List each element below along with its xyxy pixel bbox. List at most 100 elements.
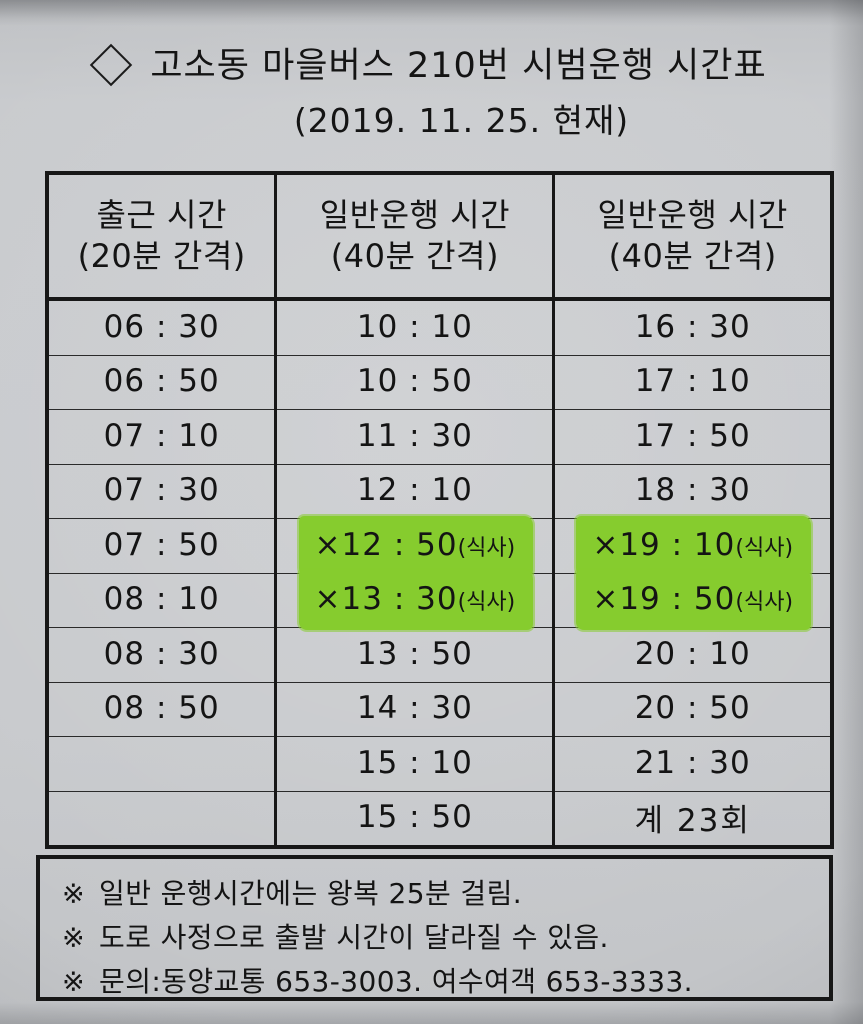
time-value: 15 : 10	[350, 742, 480, 786]
meal-break-note: (식사)	[457, 590, 516, 616]
time-text: 10 : 10	[356, 308, 473, 345]
time-value: 14 : 30	[350, 687, 480, 731]
highlighted-time: ×12 : 50(식사)	[298, 515, 533, 576]
cell-regular-time-2: 16 : 30	[552, 299, 834, 356]
time-value: 08 : 50	[97, 687, 227, 731]
cell-commute-time	[45, 736, 278, 792]
time-value: 20 : 10	[628, 633, 758, 677]
table-row: 07 : 30 12 : 10 18 : 30	[45, 463, 834, 519]
cell-regular-time-1: 10 : 10	[274, 299, 556, 356]
cell-commute-time	[45, 790, 278, 847]
time-text: 07 : 50	[103, 526, 220, 563]
time-value: 06 : 30	[97, 306, 227, 350]
time-value: 17 : 10	[628, 360, 758, 404]
column-header-regular-1: 일반운행 시간 (40분 간격)	[274, 173, 556, 301]
column-header-line1: 일반운행 시간	[597, 196, 788, 235]
notes-box: ※ 일반 운행시간에는 왕복 25분 걸림. ※ 도로 사정으로 출발 시간이 …	[36, 855, 833, 1001]
diamond-icon	[90, 43, 133, 87]
time-value: 17 : 50	[628, 415, 758, 459]
time-text: 15 : 50	[356, 799, 473, 836]
time-value: 08 : 10	[97, 578, 227, 622]
table-row: 08 : 50 14 : 30 20 : 50	[45, 681, 834, 737]
time-value: 07 : 30	[97, 469, 227, 513]
page-title: 고소동 마을버스 210번 시범운행 시간표	[150, 46, 767, 86]
time-text: 06 : 50	[103, 363, 220, 400]
time-text: 20 : 10	[634, 635, 751, 672]
time-text: 08 : 30	[103, 635, 220, 672]
cell-regular-time-1: 10 : 50	[274, 354, 556, 410]
cell-regular-time-1: 12 : 10	[274, 463, 556, 519]
highlighted-time: ×19 : 50(식사)	[576, 570, 811, 631]
meal-break-note: (식사)	[735, 535, 794, 561]
cell-regular-time-2: 17 : 50	[552, 409, 834, 465]
cell-regular-time-2: 20 : 50	[552, 681, 834, 737]
cell-regular-time-2: 21 : 30	[552, 736, 834, 792]
highlighted-time: ×19 : 10(식사)	[576, 515, 811, 576]
cell-commute-time: 07 : 50	[45, 518, 278, 574]
column-header-regular-2: 일반운행 시간 (40분 간격)	[552, 173, 834, 301]
reference-mark-icon: ※	[62, 879, 86, 910]
cell-regular-time-1: 15 : 10	[274, 736, 556, 792]
time-value: 06 : 50	[97, 360, 227, 404]
time-text: 18 : 30	[634, 472, 751, 509]
time-text: 13 : 50	[356, 635, 473, 672]
time-value: 13 : 50	[350, 633, 480, 677]
time-text: 11 : 30	[356, 417, 473, 454]
time-text: 12 : 10	[356, 472, 473, 509]
time-text: 10 : 50	[356, 363, 473, 400]
cell-commute-time: 07 : 30	[45, 463, 278, 519]
cell-commute-time: 07 : 10	[45, 409, 278, 465]
cell-regular-time-2: 18 : 30	[552, 463, 834, 519]
time-value: 18 : 30	[628, 469, 758, 513]
note-text: 일반 운행시간에는 왕복 25분 걸림.	[99, 877, 523, 910]
table-row: 15 : 10 21 : 30	[45, 736, 834, 792]
note-text: 도로 사정으로 출발 시간이 달라질 수 있음.	[99, 921, 609, 955]
time-text: 08 : 50	[103, 690, 220, 727]
cell-regular-time-1: ×12 : 50(식사)	[274, 515, 556, 576]
time-value: 08 : 30	[97, 633, 227, 677]
time-text: ×19 : 10	[592, 526, 736, 563]
time-text: ×13 : 30	[314, 581, 458, 618]
meal-break-note: (식사)	[735, 590, 794, 616]
table-row: 08 : 30 13 : 50 20 : 10	[45, 627, 834, 683]
time-text: 07 : 10	[103, 417, 220, 454]
cell-commute-time: 08 : 10	[45, 572, 278, 628]
table-row: 15 : 50 계 23회	[45, 790, 834, 847]
time-value: 15 : 50	[350, 796, 480, 840]
reference-mark-icon: ※	[62, 967, 86, 999]
column-header-commute: 출근 시간 (20분 간격)	[45, 173, 278, 301]
time-value: 07 : 10	[97, 415, 227, 459]
time-text: 17 : 10	[634, 363, 751, 400]
reference-mark-icon: ※	[62, 923, 86, 955]
cell-commute-time: 06 : 50	[45, 354, 278, 410]
time-text: ×12 : 50	[314, 526, 458, 563]
cell-regular-time-2: 20 : 10	[552, 627, 834, 683]
time-text: 계 23회	[634, 802, 751, 839]
photo-vignette-bottom	[0, 1002, 863, 1024]
cell-commute-time: 06 : 30	[45, 299, 278, 356]
title-block: 고소동 마을버스 210번 시범운행 시간표 (2019. 11. 25. 현재…	[0, 43, 863, 142]
page-subtitle: (2019. 11. 25. 현재)	[293, 101, 630, 141]
table-body: 06 : 30 10 : 10 16 : 30 06 : 50 10 : 50 17 : …	[45, 299, 834, 847]
time-value: 12 : 10	[350, 469, 480, 513]
time-value: 10 : 10	[350, 306, 480, 350]
time-text: 20 : 50	[634, 690, 751, 727]
column-header-line2: (20분 간격)	[77, 237, 246, 275]
cell-regular-time-1: 11 : 30	[274, 409, 556, 465]
note-item: ※ 도로 사정으로 출발 시간이 달라질 수 있음.	[62, 916, 829, 960]
time-text: 14 : 30	[356, 690, 473, 727]
time-value: 계 23회	[628, 792, 758, 845]
cell-commute-time: 08 : 50	[45, 681, 278, 737]
time-value: 20 : 50	[628, 687, 758, 731]
time-value: 11 : 30	[350, 415, 480, 459]
cell-regular-time-2: ×19 : 10(식사)	[552, 515, 834, 576]
time-text: 08 : 10	[103, 581, 220, 618]
meal-break-note: (식사)	[457, 535, 516, 561]
time-value: 16 : 30	[628, 306, 758, 350]
highlighted-time: ×13 : 30(식사)	[298, 570, 533, 631]
time-value: 21 : 30	[628, 742, 758, 786]
table-row: 07 : 10 11 : 30 17 : 50	[45, 409, 834, 465]
time-text: ×19 : 50	[592, 581, 736, 618]
time-text: 17 : 50	[634, 417, 751, 454]
